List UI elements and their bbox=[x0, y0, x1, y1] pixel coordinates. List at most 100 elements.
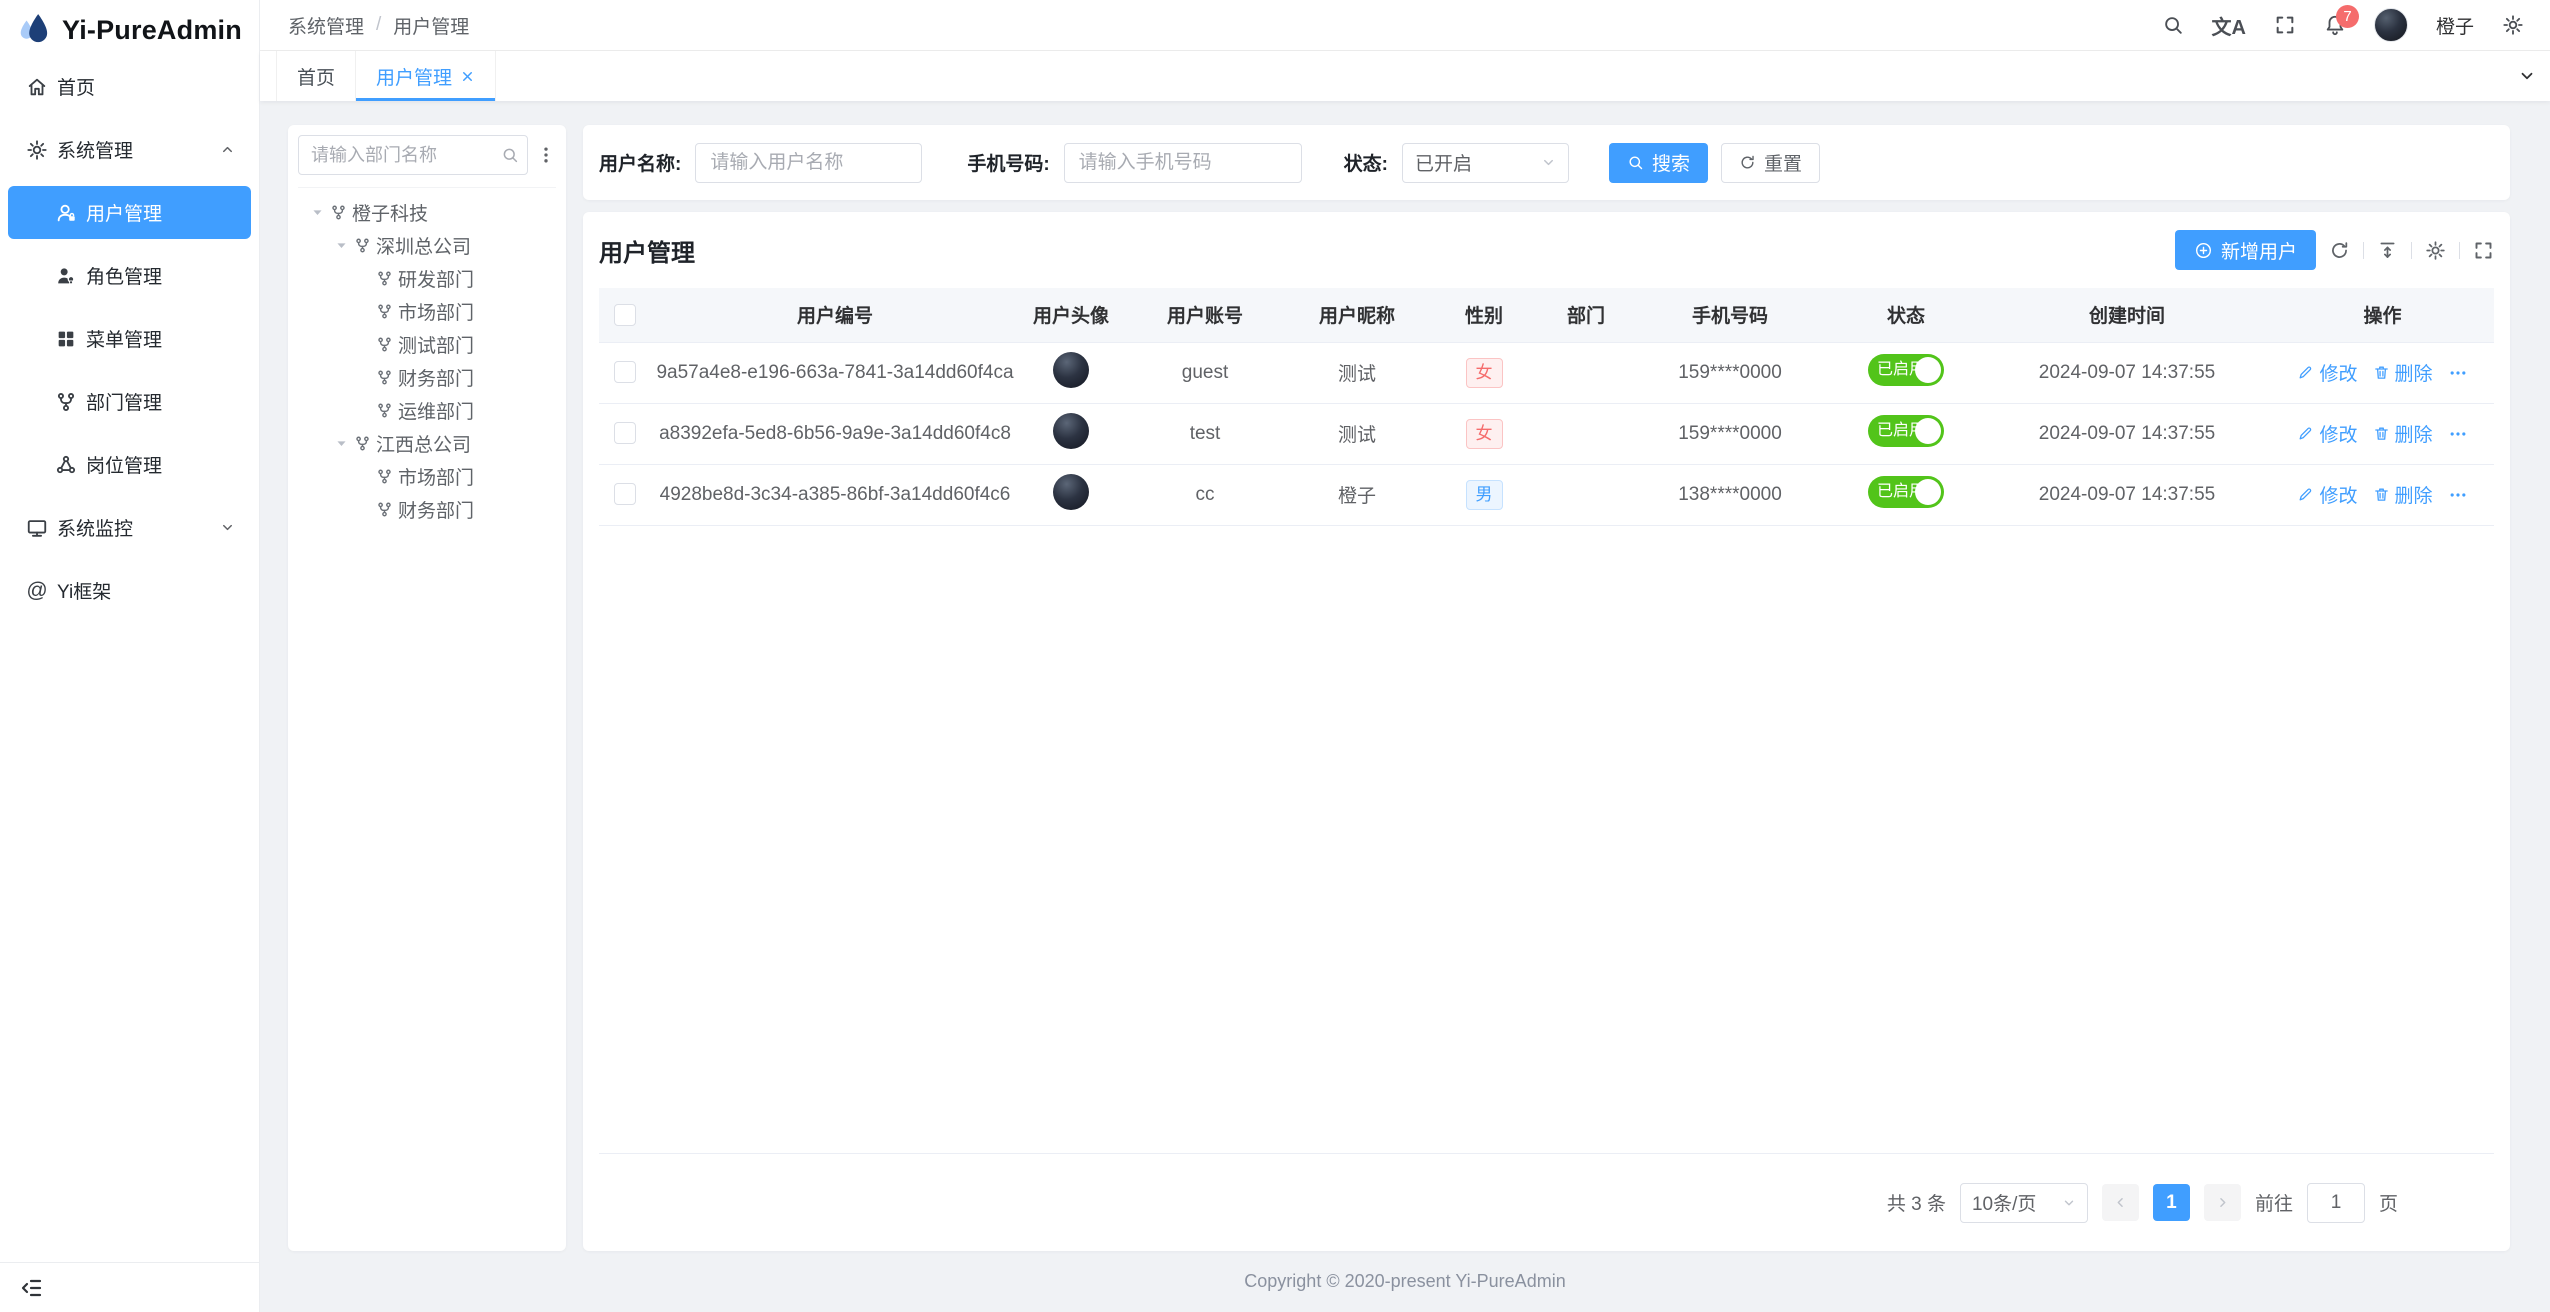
translate-icon[interactable]: 文A bbox=[2211, 16, 2246, 39]
reset-button[interactable]: 重置 bbox=[1721, 142, 1821, 183]
user-avatar[interactable] bbox=[2373, 8, 2408, 42]
tree-node[interactable]: 财务部门 bbox=[298, 361, 556, 394]
column-settings-gear-icon[interactable] bbox=[2425, 240, 2446, 261]
at-icon: @ bbox=[26, 578, 48, 602]
chevron-down-icon bbox=[2518, 67, 2536, 85]
sidebar-item-dept-management[interactable]: 部门管理 bbox=[8, 375, 251, 428]
dept-tree-toolbar bbox=[298, 135, 556, 175]
collapse-sidebar-icon[interactable] bbox=[20, 1276, 44, 1300]
breadcrumb-section[interactable]: 系统管理 bbox=[288, 16, 365, 38]
username[interactable]: 橙子 bbox=[2435, 16, 2474, 38]
goto-page-input[interactable] bbox=[2306, 1182, 2365, 1223]
sidebar: Yi-PureAdmin 首页 系统管理 用户管理 角色管理 菜单管理 部门管理 bbox=[0, 0, 260, 1312]
page-size-value: 10条/页 bbox=[1971, 1194, 2037, 1215]
delete-button[interactable]: 删除 bbox=[2373, 481, 2433, 508]
caret-down-icon[interactable] bbox=[310, 205, 325, 220]
monitor-icon bbox=[26, 517, 48, 539]
settings-gear-icon[interactable] bbox=[2502, 14, 2524, 36]
username-input[interactable] bbox=[695, 142, 923, 183]
fullscreen-icon[interactable] bbox=[2473, 240, 2494, 261]
more-actions-icon[interactable] bbox=[2448, 485, 2468, 505]
table-row: a8392efa-5ed8-6b56-9a9e-3a14dd60f4c8 tes… bbox=[599, 403, 2494, 465]
status-toggle[interactable]: 已启用 bbox=[1868, 475, 1944, 508]
caret-down-icon[interactable] bbox=[334, 238, 349, 253]
sidebar-item-label: 用户管理 bbox=[86, 204, 163, 225]
tab-user-management[interactable]: 用户管理 bbox=[356, 51, 497, 101]
dept-tree: 橙子科技 深圳总公司 研发部门 市场部门 bbox=[298, 187, 556, 526]
delete-button[interactable]: 删除 bbox=[2373, 359, 2433, 386]
branch-icon bbox=[354, 435, 371, 452]
footer: Copyright © 2020-present Yi-PureAdmin bbox=[260, 1251, 2550, 1312]
toolbar-divider bbox=[2363, 241, 2364, 259]
tree-node[interactable]: 市场部门 bbox=[298, 460, 556, 493]
notifications-button[interactable]: 7 bbox=[2324, 5, 2359, 36]
created-time: 2024-09-07 14:37:55 bbox=[1983, 342, 2271, 404]
next-page-button[interactable] bbox=[2203, 1184, 2241, 1221]
edit-button[interactable]: 修改 bbox=[2297, 359, 2358, 386]
refresh-icon bbox=[1739, 154, 1756, 171]
page-size-select[interactable]: 10条/页 bbox=[1959, 1182, 2088, 1223]
pencil-icon bbox=[2297, 364, 2314, 381]
add-user-button[interactable]: 新增用户 bbox=[2174, 230, 2316, 270]
sidebar-item-home[interactable]: 首页 bbox=[8, 60, 251, 113]
tree-node[interactable]: 运维部门 bbox=[298, 394, 556, 427]
sidebar-item-label: 首页 bbox=[57, 78, 96, 99]
content: 橙子科技 深圳总公司 研发部门 市场部门 bbox=[260, 101, 2550, 1312]
chevron-up-icon bbox=[220, 142, 235, 157]
page-number-button[interactable]: 1 bbox=[2152, 1184, 2190, 1221]
app-logo[interactable]: Yi-PureAdmin bbox=[0, 0, 259, 60]
more-actions-icon[interactable] bbox=[2448, 363, 2468, 383]
row-checkbox[interactable] bbox=[614, 422, 636, 445]
sidebar-item-post-management[interactable]: 岗位管理 bbox=[8, 438, 251, 491]
user-id: 4928be8d-3c34-a385-86bf-3a14dd60f4c6 bbox=[651, 464, 1019, 526]
fullscreen-icon[interactable] bbox=[2274, 14, 2296, 36]
col-gender: 性别 bbox=[1427, 288, 1541, 343]
sidebar-item-system-management[interactable]: 系统管理 bbox=[8, 123, 251, 176]
status-toggle[interactable]: 已启用 bbox=[1868, 353, 1944, 386]
tab-home[interactable]: 首页 bbox=[276, 51, 357, 101]
dept-search-input[interactable] bbox=[298, 135, 528, 175]
tree-node[interactable]: 深圳总公司 bbox=[298, 229, 556, 262]
tree-node[interactable]: 江西总公司 bbox=[298, 427, 556, 460]
tree-node[interactable]: 市场部门 bbox=[298, 295, 556, 328]
user-avatar bbox=[1053, 473, 1089, 510]
sidebar-item-system-monitor[interactable]: 系统监控 bbox=[8, 501, 251, 554]
row-density-icon[interactable] bbox=[2377, 240, 2398, 261]
caret-down-icon[interactable] bbox=[334, 436, 349, 451]
prev-page-button[interactable] bbox=[2101, 1184, 2139, 1221]
edit-button[interactable]: 修改 bbox=[2297, 481, 2358, 508]
search-button[interactable]: 搜索 bbox=[1608, 142, 1708, 183]
row-checkbox[interactable] bbox=[614, 483, 636, 506]
tree-node-label: 运维部门 bbox=[398, 402, 475, 423]
more-actions-icon[interactable] bbox=[2448, 424, 2468, 444]
refresh-icon[interactable] bbox=[2329, 240, 2350, 261]
person-icon bbox=[55, 265, 77, 287]
breadcrumb-separator: / bbox=[376, 14, 382, 35]
sidebar-item-yi-framework[interactable]: @ Yi框架 bbox=[8, 564, 251, 617]
tree-node[interactable]: 研发部门 bbox=[298, 262, 556, 295]
delete-button[interactable]: 删除 bbox=[2373, 420, 2433, 447]
edit-button[interactable]: 修改 bbox=[2297, 420, 2358, 447]
status-toggle[interactable]: 已启用 bbox=[1868, 414, 1944, 447]
status-select[interactable]: 已开启 bbox=[1401, 142, 1569, 183]
sidebar-item-user-management[interactable]: 用户管理 bbox=[8, 186, 251, 239]
select-all-checkbox[interactable] bbox=[614, 303, 636, 326]
trash-icon bbox=[2373, 364, 2390, 381]
more-vertical-icon[interactable] bbox=[536, 145, 556, 165]
user-avatar bbox=[1053, 351, 1089, 388]
branch-icon bbox=[376, 336, 393, 353]
tree-node[interactable]: 财务部门 bbox=[298, 493, 556, 526]
row-checkbox[interactable] bbox=[614, 361, 636, 384]
user-dept bbox=[1541, 464, 1631, 526]
sidebar-footer bbox=[0, 1262, 259, 1312]
tree-node[interactable]: 橙子科技 bbox=[298, 196, 556, 229]
phone-input[interactable] bbox=[1063, 142, 1302, 183]
breadcrumb-page[interactable]: 用户管理 bbox=[393, 16, 470, 38]
sidebar-item-menu-management[interactable]: 菜单管理 bbox=[8, 312, 251, 365]
search-icon[interactable] bbox=[2162, 14, 2184, 36]
tree-node[interactable]: 测试部门 bbox=[298, 328, 556, 361]
sidebar-item-role-management[interactable]: 角色管理 bbox=[8, 249, 251, 302]
tab-options-button[interactable] bbox=[2504, 51, 2550, 101]
close-icon[interactable] bbox=[460, 69, 475, 84]
created-time: 2024-09-07 14:37:55 bbox=[1983, 403, 2271, 465]
